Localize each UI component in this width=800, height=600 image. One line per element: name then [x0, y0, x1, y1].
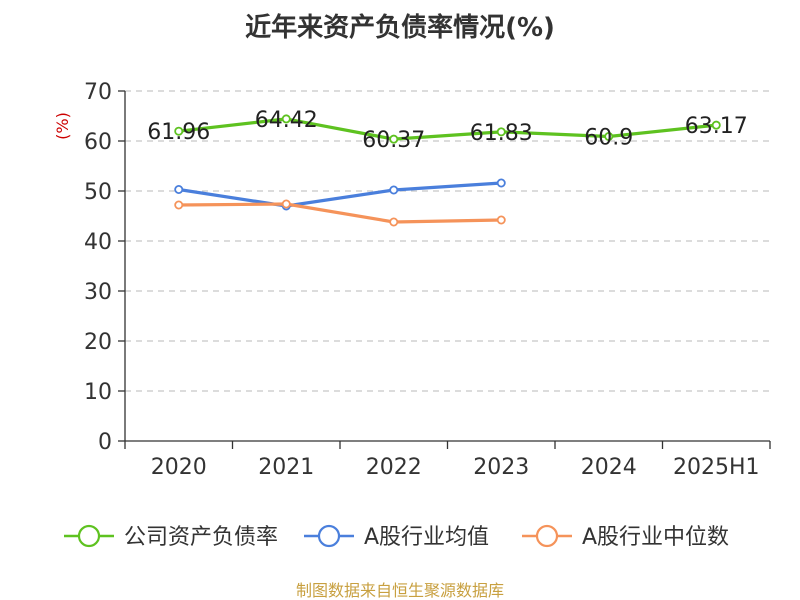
legend-marker	[317, 524, 341, 548]
data-point	[281, 199, 291, 209]
data-point	[389, 217, 399, 227]
data-label: 60.9	[584, 126, 633, 151]
x-tick-label: 2025H1	[673, 455, 760, 480]
x-tick-label: 2024	[581, 455, 637, 480]
x-tick-label: 2021	[258, 455, 314, 480]
legend-marker	[535, 524, 559, 548]
data-point	[604, 131, 614, 141]
x-tick-label: 2023	[473, 455, 529, 480]
series-line-0	[177, 117, 718, 141]
data-label: 61.96	[147, 120, 210, 145]
y-tick-label: 10	[84, 380, 112, 405]
data-point	[496, 127, 506, 137]
chart-title: 近年来资产负债率情况(%)	[245, 12, 555, 43]
legend-label: A股行业中位数	[582, 525, 729, 550]
y-tick-label: 60	[84, 130, 112, 155]
grid-lines	[125, 90, 770, 392]
data-point	[496, 178, 506, 188]
series-line-2	[177, 202, 503, 224]
legend-item: 公司资产负债率	[64, 524, 278, 550]
axes: 0 10 20 30 40 50 60 70 2020 2021 2022 2023 2024 2025H…	[84, 80, 771, 480]
series-line-1	[177, 181, 503, 208]
series-lines	[174, 114, 721, 227]
y-tick-label: 50	[84, 180, 112, 205]
data-label: 64.42	[255, 108, 318, 133]
data-label: 60.37	[362, 128, 425, 153]
data-point	[389, 185, 399, 195]
legend-label: 公司资产负债率	[124, 525, 278, 550]
y-tick-label: 0	[98, 430, 112, 455]
data-point	[281, 114, 291, 124]
y-tick-label: 30	[84, 280, 112, 305]
source-note: 制图数据来自恒生聚源数据库	[296, 581, 504, 600]
x-tick-label: 2020	[151, 455, 207, 480]
y-tick-label: 40	[84, 230, 112, 255]
data-label: 63.17	[685, 114, 748, 139]
y-tick-label: 20	[84, 330, 112, 355]
data-point	[496, 215, 506, 225]
x-tick-label: 2022	[366, 455, 422, 480]
data-point	[174, 200, 184, 210]
data-point	[174, 184, 184, 194]
legend-label: A股行业均值	[364, 525, 489, 550]
data-point	[174, 126, 184, 136]
y-tick-label: 70	[84, 80, 112, 105]
legend-marker	[77, 524, 101, 548]
y-axis-label: (%)	[53, 112, 72, 140]
data-point	[711, 120, 721, 130]
legend: 公司资产负债率 A股行业均值 A股行业中位数	[64, 524, 729, 550]
data-point	[389, 134, 399, 144]
data-labels: 61.96 64.42 60.37 61.83 60.9 63.17	[147, 108, 747, 153]
data-label: 61.83	[470, 121, 533, 146]
legend-item: A股行业中位数	[522, 524, 729, 550]
legend-item: A股行业均值	[304, 524, 489, 550]
